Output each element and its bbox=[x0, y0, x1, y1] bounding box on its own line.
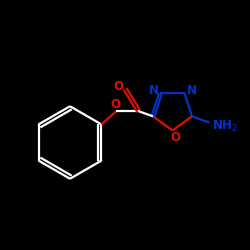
Text: O: O bbox=[113, 80, 123, 93]
Text: O: O bbox=[170, 131, 180, 144]
Text: NH$_2$: NH$_2$ bbox=[212, 119, 238, 134]
Text: O: O bbox=[110, 98, 120, 111]
Text: N: N bbox=[186, 84, 196, 98]
Text: N: N bbox=[148, 84, 158, 98]
